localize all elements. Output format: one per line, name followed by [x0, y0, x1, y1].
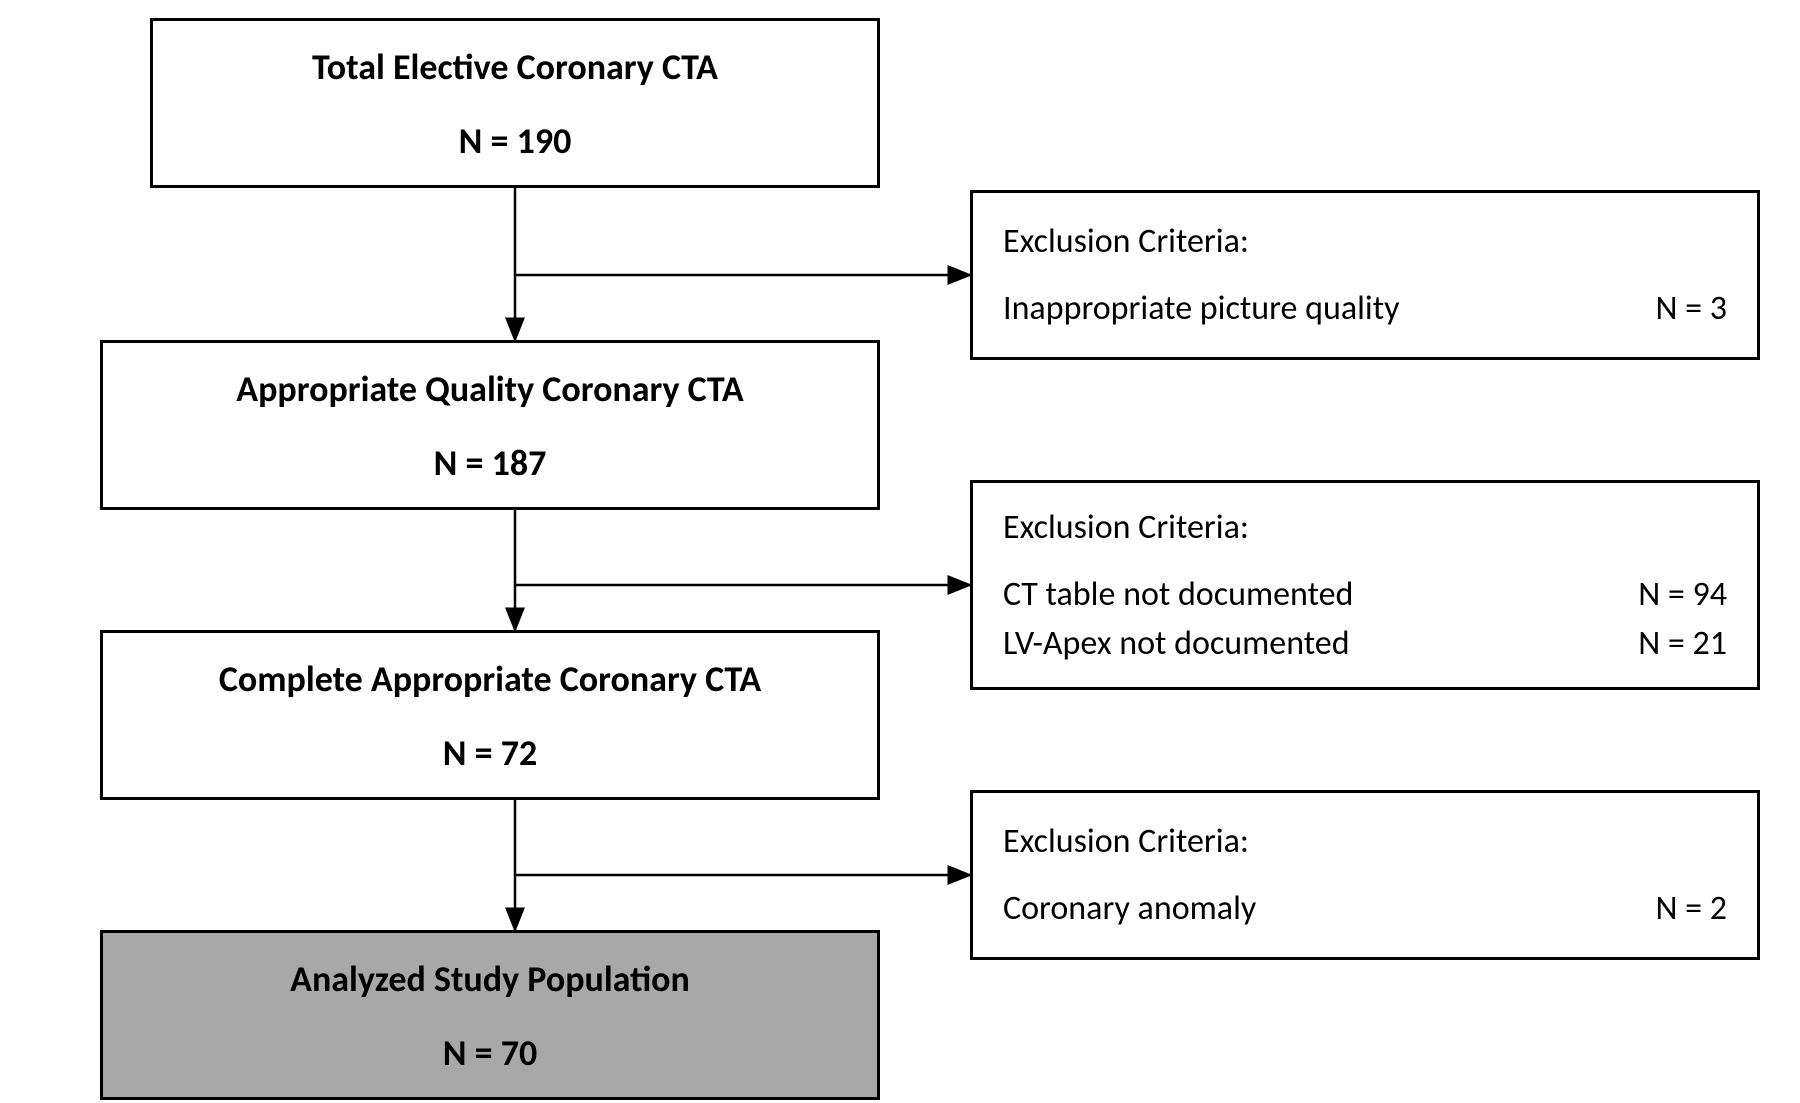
- exclusion-header: Exclusion Criteria:: [1003, 221, 1727, 262]
- exclusion-n: N = 94: [1638, 574, 1727, 615]
- flow-box-complete: Complete Appropriate Coronary CTA N = 72: [100, 630, 880, 800]
- exclusion-text: LV-Apex not documented: [1003, 623, 1350, 664]
- exclusion-text: Inappropriate picture quality: [1003, 288, 1400, 329]
- exclusion-text: CT table not documented: [1003, 574, 1353, 615]
- exclusion-box-3: Exclusion Criteria: Coronary anomaly N =…: [970, 790, 1760, 960]
- flow-box-title: Total Elective Coronary CTA: [312, 43, 718, 92]
- exclusion-n: N = 3: [1656, 288, 1728, 329]
- flow-box-title: Appropriate Quality Coronary CTA: [236, 365, 743, 414]
- exclusion-header: Exclusion Criteria:: [1003, 507, 1727, 548]
- flow-box-n: N = 70: [443, 1031, 537, 1075]
- exclusion-header: Exclusion Criteria:: [1003, 821, 1727, 862]
- flow-box-n: N = 187: [434, 441, 547, 485]
- flow-box-total: Total Elective Coronary CTA N = 190: [150, 18, 880, 188]
- exclusion-box-1: Exclusion Criteria: Inappropriate pictur…: [970, 190, 1760, 360]
- flow-box-quality: Appropriate Quality Coronary CTA N = 187: [100, 340, 880, 510]
- exclusion-line: LV-Apex not documented N = 21: [1003, 623, 1727, 664]
- flow-box-title: Complete Appropriate Coronary CTA: [219, 655, 761, 704]
- flow-box-title: Analyzed Study Population: [290, 955, 690, 1004]
- exclusion-n: N = 21: [1638, 623, 1727, 664]
- exclusion-line: CT table not documented N = 94: [1003, 574, 1727, 615]
- flow-box-n: N = 72: [443, 731, 537, 775]
- flow-box-final: Analyzed Study Population N = 70: [100, 930, 880, 1100]
- flow-box-n: N = 190: [459, 119, 572, 163]
- exclusion-box-2: Exclusion Criteria: CT table not documen…: [970, 480, 1760, 690]
- exclusion-line: Coronary anomaly N = 2: [1003, 888, 1727, 929]
- exclusion-n: N = 2: [1656, 888, 1728, 929]
- exclusion-line: Inappropriate picture quality N = 3: [1003, 288, 1727, 329]
- exclusion-text: Coronary anomaly: [1003, 888, 1256, 929]
